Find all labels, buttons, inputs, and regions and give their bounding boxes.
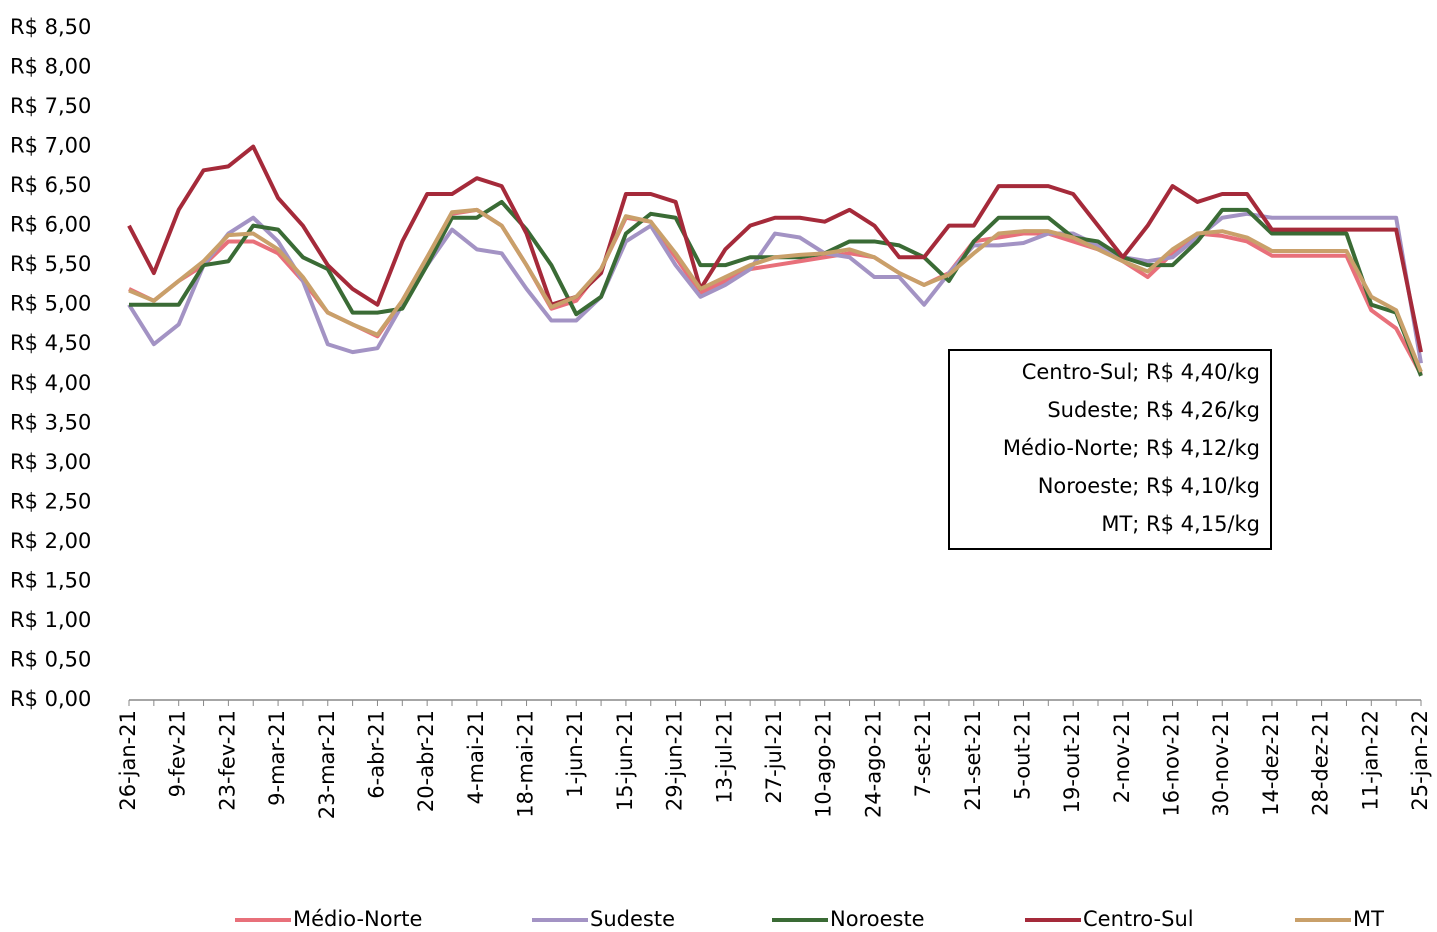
y-tick-label: R$ 0,50 [10,647,91,671]
x-tick-label: 21-set-21 [961,710,985,811]
y-tick-label: R$ 7,50 [10,94,91,118]
x-tick-label: 7-set-21 [911,710,935,797]
y-tick-label: R$ 3,00 [10,450,91,474]
x-tick-label: 30-nov-21 [1209,710,1233,817]
annotation-text: Centro-Sul; R$ 4,40/kg [1022,360,1260,384]
x-tick-label: 24-ago-21 [861,710,885,818]
x-tick-label: 10-ago-21 [812,710,836,818]
x-tick-label: 18-mai-21 [514,710,538,818]
x-tick-label: 26-jan-21 [116,710,140,811]
annotation-text: Sudeste; R$ 4,26/kg [1047,398,1260,422]
x-tick-label: 23-fev-21 [215,710,239,811]
series-line [128,207,1423,373]
x-tick-label: 9-fev-21 [166,710,190,797]
legend-label: Sudeste [590,907,675,931]
x-tick-label: 1-jun-21 [563,710,587,798]
legend-label: Centro-Sul [1083,907,1194,931]
x-tick-label: 13-jul-21 [712,710,736,804]
x-tick-label: 14-dez-21 [1259,710,1283,816]
annotation-text: Noroeste; R$ 4,10/kg [1038,474,1260,498]
x-tick-label: 23-mar-21 [315,710,339,819]
y-tick-label: R$ 2,00 [10,529,91,553]
y-tick-label: R$ 1,50 [10,568,91,592]
x-tick-label: 16-nov-21 [1160,710,1184,817]
y-tick-label: R$ 1,00 [10,608,91,632]
x-tick-label: 2-nov-21 [1110,710,1134,803]
y-tick-label: R$ 7,00 [10,134,91,158]
x-tick-label: 15-jun-21 [613,710,637,811]
annotation-text: Médio-Norte; R$ 4,12/kg [1003,436,1260,460]
x-tick-label: 20-abr-21 [414,710,438,812]
x-tick-label: 28-dez-21 [1309,710,1333,816]
x-tick-label: 29-jun-21 [663,710,687,811]
x-tick-label: 6-abr-21 [364,710,388,799]
legend-label: Noroeste [830,907,925,931]
y-tick-label: R$ 5,00 [10,292,91,316]
legend-label: Médio-Norte [293,907,422,931]
x-tick-label: 11-jan-22 [1358,710,1382,811]
x-tick-label: 25-jan-22 [1408,710,1432,811]
y-tick-label: R$ 6,50 [10,173,91,197]
y-tick-label: R$ 6,00 [10,213,91,237]
series-line [127,144,1423,353]
y-tick-label: R$ 8,00 [10,55,91,79]
x-tick-label: 27-jul-21 [762,710,786,804]
legend-label: MT [1353,907,1384,931]
y-tick-label: R$ 2,50 [10,489,91,513]
annotation-text: MT; R$ 4,15/kg [1101,512,1260,536]
y-tick-label: R$ 3,50 [10,410,91,434]
y-tick-label: R$ 4,00 [10,371,91,395]
annotation-box [948,349,1272,550]
y-tick-label: R$ 0,00 [10,687,91,711]
x-tick-label: 4-mai-21 [464,710,488,804]
y-tick-label: R$ 4,50 [10,331,91,355]
y-tick-label: R$ 8,50 [10,15,91,39]
x-tick-label: 9-mar-21 [265,710,289,806]
x-tick-label: 19-out-21 [1060,710,1084,813]
y-tick-label: R$ 5,50 [10,252,91,276]
x-tick-label: 5-out-21 [1010,710,1034,800]
